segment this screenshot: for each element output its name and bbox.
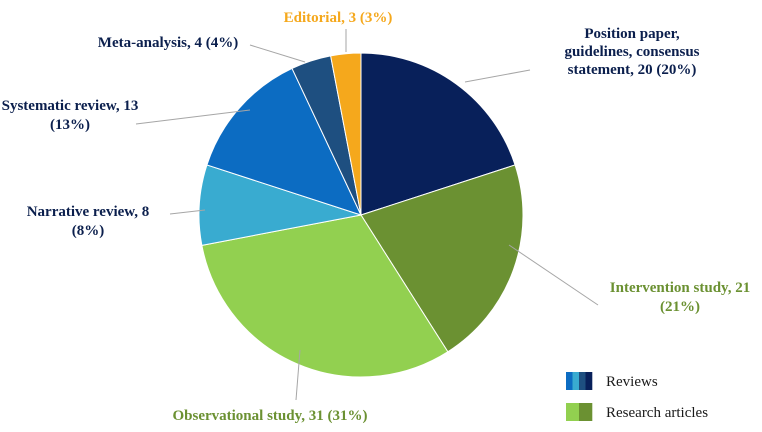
slice-label-line: Narrative review, 8 — [27, 204, 150, 220]
slice-label-line: Meta-analysis, 4 (4%) — [98, 35, 238, 51]
legend-swatch-segment — [566, 372, 573, 390]
leader-line-2 — [295, 349, 301, 401]
legend-label-0: Reviews — [606, 374, 658, 390]
slice-labels: Position paper, guidelines, consensus stat… — [2, 10, 751, 424]
slice-label-line: Editorial, 3 (3%) — [284, 10, 393, 26]
pie-slice-6 — [330, 52, 362, 216]
pie-slice-0 — [360, 52, 516, 216]
slice-label-line: statement, 20 (20%) — [568, 62, 697, 78]
leader-line-4 — [135, 109, 251, 125]
slice-label-4: Systematic review, 13 (13%) — [2, 98, 139, 133]
pie-slice-1 — [360, 164, 524, 353]
slice-label-3: Narrative review, 8 (8%) — [27, 204, 150, 239]
legend-swatch-0 — [566, 372, 593, 390]
leader-lines — [135, 29, 599, 401]
legend: Reviews Research articles — [566, 372, 708, 421]
pie-slice-2 — [201, 214, 449, 378]
leader-line-5 — [249, 44, 306, 63]
leader-line-3 — [169, 209, 206, 215]
slice-label-line: (8%) — [72, 223, 105, 239]
pie-slice-4 — [206, 67, 362, 216]
legend-swatch-segment — [579, 372, 586, 390]
legend-label-1: Research articles — [606, 405, 708, 421]
slice-label-line: Intervention study, 21 — [610, 280, 750, 296]
legend-swatch-segment — [566, 403, 580, 421]
legend-swatch-1 — [566, 403, 593, 421]
slice-label-5: Meta-analysis, 4 (4%) — [98, 35, 238, 51]
pie-slices — [198, 52, 524, 378]
slice-label-line: (13%) — [50, 117, 90, 133]
slice-label-2: Observational study, 31 (31%) — [172, 408, 367, 424]
slice-label-line: guidelines, consensus — [564, 44, 699, 60]
legend-swatch-segment — [585, 372, 593, 390]
slice-label-line: Observational study, 31 (31%) — [172, 408, 367, 424]
leader-line-1 — [508, 244, 599, 306]
slice-label-line: Position paper, — [584, 26, 680, 42]
slice-label-1: Intervention study, 21 (21%) — [610, 280, 750, 315]
slice-label-line: (21%) — [660, 299, 700, 315]
slice-label-6: Editorial, 3 (3%) — [284, 10, 393, 26]
legend-swatch-segment — [572, 372, 580, 390]
slice-label-0: Position paper, guidelines, consensus stat… — [564, 26, 699, 78]
slice-label-line: Systematic review, 13 — [2, 98, 139, 114]
leader-line-0 — [464, 69, 531, 83]
legend-swatch-segment — [579, 403, 593, 421]
